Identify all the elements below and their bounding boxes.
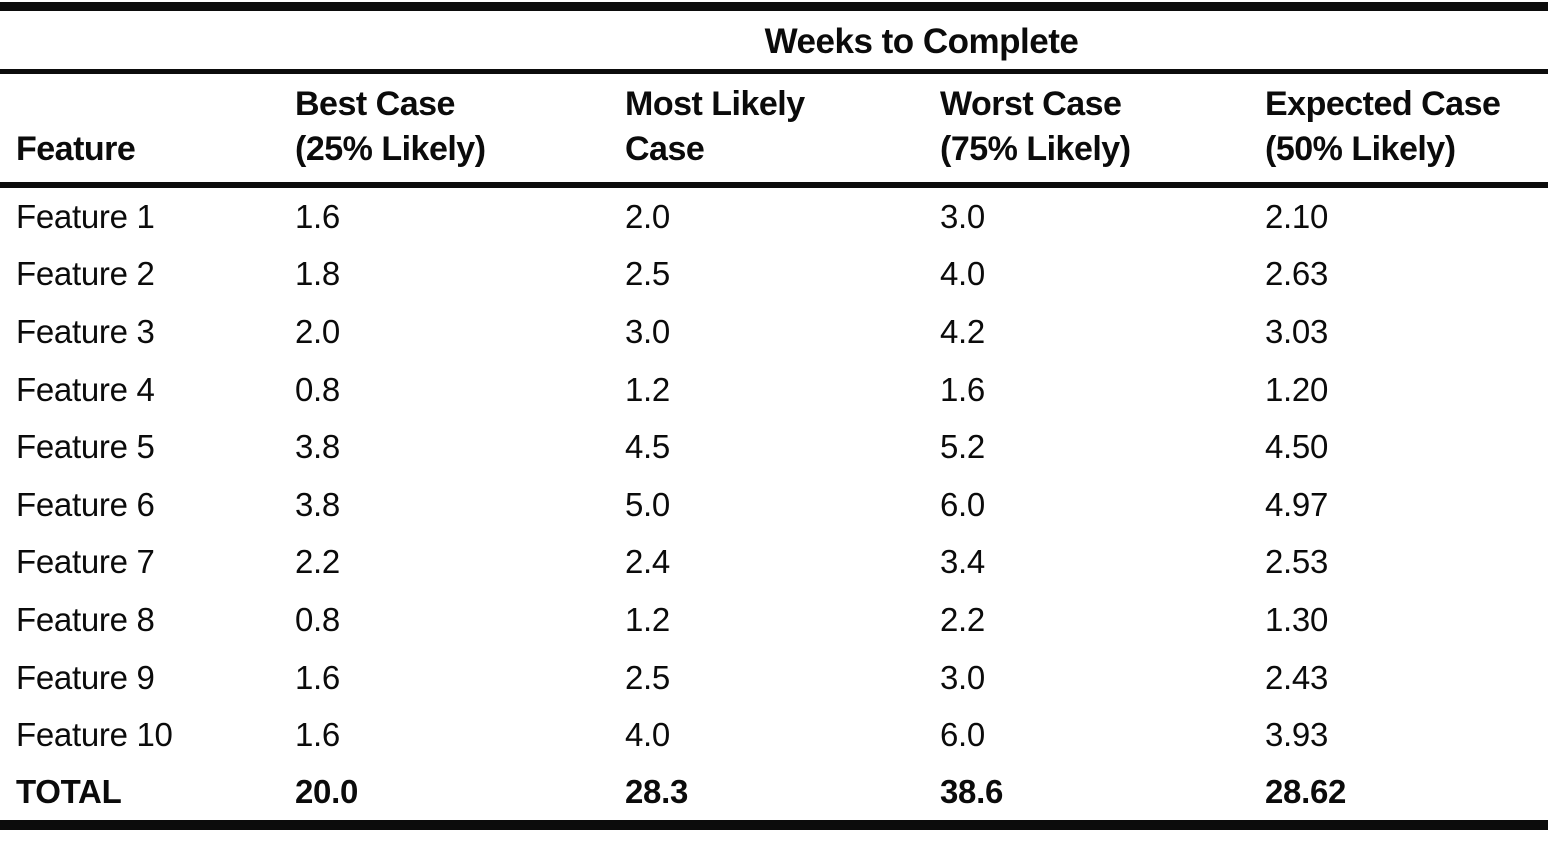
feature-cell: Feature 6 <box>16 485 155 523</box>
expected-case-cell: 4.97 <box>1265 485 1329 523</box>
table-row: Feature 5 3.8 4.5 5.2 4.50 <box>0 418 1548 476</box>
horizontal-rule-under-headers <box>0 182 1548 188</box>
feature-cell: Feature 1 <box>16 197 155 235</box>
horizontal-rule-bottom <box>0 819 1548 830</box>
most-likely-cell: 1.2 <box>625 370 670 408</box>
best-case-cell: 1.6 <box>295 658 340 696</box>
most-likely-cell: 2.0 <box>625 197 670 235</box>
total-worst-case-cell: 38.6 <box>940 772 1004 810</box>
feature-cell: Feature 5 <box>16 428 155 466</box>
total-expected-case-cell: 28.62 <box>1265 772 1347 810</box>
worst-case-cell: 5.2 <box>940 428 985 466</box>
feature-cell: Feature 9 <box>16 658 155 696</box>
horizontal-rule-under-title <box>0 69 1548 74</box>
worst-case-cell: 6.0 <box>940 716 985 754</box>
feature-cell: Feature 8 <box>16 600 155 638</box>
best-case-cell: 2.2 <box>295 543 340 581</box>
expected-case-cell: 3.93 <box>1265 716 1329 754</box>
column-header-most-likely-line2: Case <box>625 130 705 169</box>
best-case-cell: 3.8 <box>295 428 340 466</box>
most-likely-cell: 2.4 <box>625 543 670 581</box>
column-header-best-case-line2: (25% Likely) <box>295 130 486 169</box>
worst-case-cell: 1.6 <box>940 370 985 408</box>
expected-case-cell: 2.43 <box>1265 658 1329 696</box>
most-likely-cell: 5.0 <box>625 485 670 523</box>
best-case-cell: 1.8 <box>295 255 340 293</box>
column-header-row: Feature Best Case (25% Likely) Most Like… <box>0 74 1548 182</box>
feature-cell: Feature 3 <box>16 312 155 350</box>
table-row: Feature 9 1.6 2.5 3.0 2.43 <box>0 649 1548 707</box>
best-case-cell: 2.0 <box>295 312 340 350</box>
total-row: TOTAL 20.0 28.3 38.6 28.62 <box>0 764 1548 820</box>
column-header-most-likely: Most Likely Case <box>625 82 940 182</box>
best-case-cell: 0.8 <box>295 600 340 638</box>
total-best-case-cell: 20.0 <box>295 772 359 810</box>
worst-case-cell: 6.0 <box>940 485 985 523</box>
best-case-cell: 0.8 <box>295 370 340 408</box>
expected-case-cell: 3.03 <box>1265 312 1329 350</box>
feature-cell: Feature 7 <box>16 543 155 581</box>
most-likely-cell: 4.5 <box>625 428 670 466</box>
most-likely-cell: 4.0 <box>625 716 670 754</box>
column-header-best-case-line1: Best Case <box>295 85 455 124</box>
most-likely-cell: 2.5 <box>625 658 670 696</box>
column-header-worst-case-line2: (75% Likely) <box>940 130 1131 169</box>
expected-case-cell: 2.10 <box>1265 197 1329 235</box>
worst-case-cell: 2.2 <box>940 600 985 638</box>
worst-case-cell: 3.0 <box>940 197 985 235</box>
most-likely-cell: 2.5 <box>625 255 670 293</box>
column-header-worst-case: Worst Case (75% Likely) <box>940 82 1265 182</box>
horizontal-rule-top <box>0 2 1548 11</box>
column-header-expected-case-line1: Expected Case <box>1265 85 1501 124</box>
worst-case-cell: 4.2 <box>940 312 985 350</box>
worst-case-cell: 3.0 <box>940 658 985 696</box>
feature-cell: Feature 4 <box>16 370 155 408</box>
feature-cell: Feature 10 <box>16 716 173 754</box>
expected-case-cell: 4.50 <box>1265 428 1329 466</box>
table-row: Feature 6 3.8 5.0 6.0 4.97 <box>0 476 1548 534</box>
most-likely-cell: 1.2 <box>625 600 670 638</box>
table-row: Feature 2 1.8 2.5 4.0 2.63 <box>0 246 1548 304</box>
column-header-expected-case-line2: (50% Likely) <box>1265 130 1456 169</box>
worst-case-cell: 4.0 <box>940 255 985 293</box>
total-label-cell: TOTAL <box>16 772 122 810</box>
expected-case-cell: 2.53 <box>1265 543 1329 581</box>
column-header-expected-case: Expected Case (50% Likely) <box>1265 82 1548 182</box>
column-header-most-likely-line1: Most Likely <box>625 85 805 124</box>
column-header-feature: Feature <box>16 130 136 169</box>
table-row: Feature 10 1.6 4.0 6.0 3.93 <box>0 706 1548 764</box>
column-header-best-case: Best Case (25% Likely) <box>295 82 625 182</box>
expected-case-cell: 2.63 <box>1265 255 1329 293</box>
most-likely-cell: 3.0 <box>625 312 670 350</box>
feature-cell: Feature 2 <box>16 255 155 293</box>
best-case-cell: 1.6 <box>295 716 340 754</box>
expected-case-cell: 1.20 <box>1265 370 1329 408</box>
expected-case-cell: 1.30 <box>1265 600 1329 638</box>
total-most-likely-cell: 28.3 <box>625 772 689 810</box>
spanner-row: Weeks to Complete <box>0 11 1548 69</box>
table-row: Feature 7 2.2 2.4 3.4 2.53 <box>0 534 1548 592</box>
best-case-cell: 1.6 <box>295 197 340 235</box>
table-row: Feature 3 2.0 3.0 4.2 3.03 <box>0 303 1548 361</box>
column-header-worst-case-line1: Worst Case <box>940 85 1122 124</box>
table-row: Feature 1 1.6 2.0 3.0 2.10 <box>0 188 1548 246</box>
worst-case-cell: 3.4 <box>940 543 985 581</box>
table-row: Feature 4 0.8 1.2 1.6 1.20 <box>0 361 1548 419</box>
table-row: Feature 8 0.8 1.2 2.2 1.30 <box>0 591 1548 649</box>
table-spanner-title: Weeks to Complete <box>764 22 1079 61</box>
best-case-cell: 3.8 <box>295 485 340 523</box>
